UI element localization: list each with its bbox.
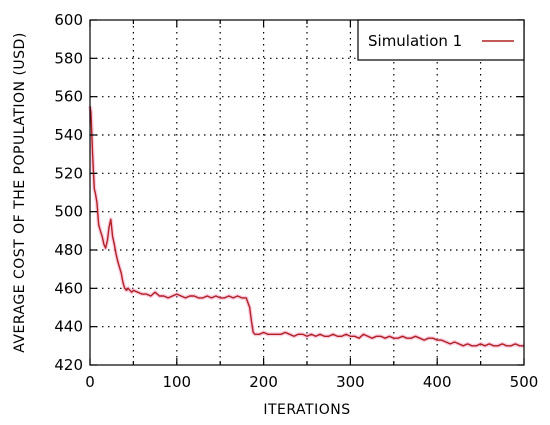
- legend-box: [357, 19, 525, 61]
- y-tick-label: 520: [54, 164, 83, 182]
- x-tick-label: 200: [249, 373, 278, 391]
- grid: [90, 20, 524, 365]
- y-tick-label: 420: [54, 356, 83, 374]
- series-halo: [88, 105, 524, 348]
- legend: Simulation 1: [357, 19, 525, 61]
- y-tick-label: 600: [54, 11, 83, 29]
- plot-frame: [89, 19, 525, 366]
- x-tick-label: 300: [336, 373, 365, 391]
- x-tick-label: 500: [510, 373, 539, 391]
- x-tick-labels: 0 100 200 300 400 500: [85, 373, 538, 391]
- y-tick-label: 460: [54, 279, 83, 297]
- y-tick-label: 560: [54, 88, 83, 106]
- legend-label: Simulation 1: [368, 32, 462, 50]
- ticks: [89, 19, 525, 366]
- x-tick-label: 400: [423, 373, 452, 391]
- y-tick-label: 580: [54, 49, 83, 67]
- series-layer: [88, 105, 524, 348]
- x-axis-label: ITERATIONS: [263, 402, 350, 418]
- y-tick-labels: 420 440 460 480 500 520 540 560 580 600: [54, 11, 83, 374]
- x-tick-label: 0: [85, 373, 95, 391]
- series-line-simulation-1: [89, 106, 524, 347]
- y-axis-label: AVERAGE COST OF THE POPULATION (USD): [12, 32, 28, 353]
- y-tick-label: 480: [54, 241, 83, 259]
- y-tick-label: 440: [54, 318, 83, 336]
- y-tick-label: 500: [54, 203, 83, 221]
- y-tick-label: 540: [54, 126, 83, 144]
- x-tick-label: 100: [162, 373, 191, 391]
